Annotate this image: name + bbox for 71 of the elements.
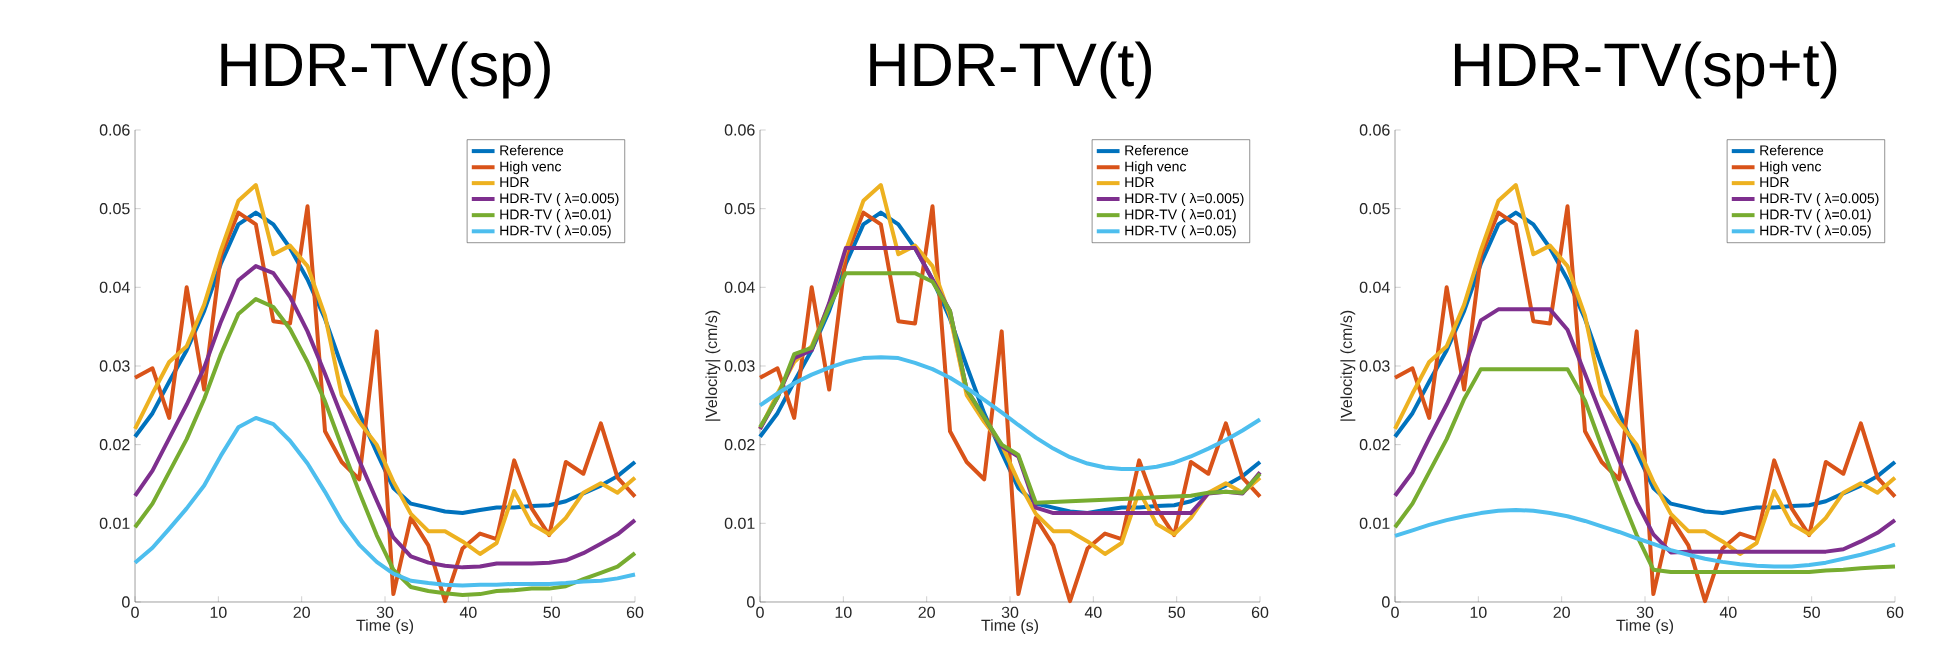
line-series (1393, 507, 1897, 569)
x-tick-label: 40 (1719, 606, 1737, 619)
y-tick-label: 0.06 (724, 124, 755, 136)
y-tick-label: 0 (122, 596, 130, 608)
legend-label: HDR-TV ( λ=0.01) (1760, 209, 1871, 223)
chart-title: HDR-TV(sp) (221, 41, 550, 99)
x-tick-label: 40 (1084, 606, 1102, 619)
y-tick-label: 0.01 (99, 517, 130, 529)
x-axis-title: Time (s) (981, 619, 1039, 635)
y-tick-label: 0.05 (724, 203, 755, 215)
chart-title: HDR-TV(sp+t) (1454, 41, 1837, 99)
legend-label: HDR-TV ( λ=0.01) (1125, 209, 1236, 223)
legend-label: HDR (1760, 177, 1789, 187)
x-tick-label: 30 (1636, 606, 1654, 619)
x-tick-label: 50 (1803, 606, 1820, 619)
chart-title: HDR-TV(t) (870, 41, 1151, 99)
y-tick-label: 0.01 (1359, 517, 1390, 529)
y-tick-label: 0 (1382, 596, 1390, 608)
line-series (133, 297, 638, 597)
y-tick-label: 0.03 (99, 360, 130, 372)
x-tick-label: 20 (293, 606, 310, 619)
x-tick-label: 20 (1553, 606, 1570, 619)
legend-label: Reference (1760, 145, 1824, 156)
y-tick-label: 0.02 (1359, 439, 1390, 451)
y-tick-label: 0.05 (1359, 203, 1390, 215)
x-tick-label: 50 (543, 606, 560, 619)
x-tick-label: 30 (376, 606, 394, 619)
x-tick-label: 0 (756, 606, 764, 619)
x-tick-label: 20 (918, 606, 935, 619)
y-tick-label: 0.03 (724, 360, 755, 372)
x-tick-label: 30 (1001, 606, 1019, 619)
legend-label: HDR-TV ( λ=0.005) (1125, 192, 1244, 206)
legend-label: HDR (500, 177, 529, 187)
x-tick-label: 10 (1470, 606, 1487, 619)
x-tick-label: 60 (626, 606, 644, 619)
x-tick-label: 0 (131, 606, 139, 619)
x-tick-label: 60 (1251, 606, 1269, 619)
x-axis-title: Time (s) (1616, 619, 1674, 635)
y-tick-label: 0.03 (1359, 360, 1390, 372)
legend-label: HDR (1125, 177, 1154, 187)
y-tick-label: 0.01 (724, 517, 755, 529)
legend-label: Reference (500, 145, 564, 156)
x-tick-label: 0 (1391, 606, 1399, 619)
y-tick-label: 0.04 (1359, 281, 1390, 293)
legend-label: Reference (1125, 145, 1189, 156)
y-tick-label: 0.06 (99, 124, 130, 136)
y-tick-label: 0 (747, 596, 755, 608)
x-tick-label: 10 (835, 606, 852, 619)
y-tick-label: 0.05 (99, 203, 130, 215)
y-axis-title: |Velocity| (cm/s) (1340, 310, 1356, 421)
y-tick-label: 0.02 (724, 439, 755, 451)
x-tick-label: 10 (210, 606, 227, 619)
x-axis-title: Time (s) (356, 619, 414, 635)
x-tick-label: 40 (459, 606, 477, 619)
line-series (758, 355, 1263, 472)
y-axis-title: |Velocity| (cm/s) (705, 310, 721, 421)
x-tick-label: 60 (1886, 606, 1904, 619)
legend-label: HDR-TV ( λ=0.005) (500, 192, 619, 206)
legend-label: High venc (500, 161, 562, 175)
x-tick-label: 50 (1168, 606, 1185, 619)
legend-label: HDR-TV ( λ=0.05) (1760, 225, 1871, 239)
y-tick-label: 0.04 (99, 281, 130, 293)
legend-label: High venc (1760, 161, 1822, 175)
y-tick-label: 0.06 (1359, 124, 1390, 136)
legend-label: HDR-TV ( λ=0.05) (1125, 225, 1236, 239)
y-tick-label: 0.02 (99, 439, 130, 451)
legend-label: HDR-TV ( λ=0.005) (1760, 192, 1879, 206)
legend-label: HDR-TV ( λ=0.05) (500, 225, 611, 239)
y-tick-label: 0.04 (724, 281, 755, 293)
legend-label: HDR-TV ( λ=0.01) (500, 209, 611, 223)
legend-label: High venc (1125, 161, 1187, 175)
